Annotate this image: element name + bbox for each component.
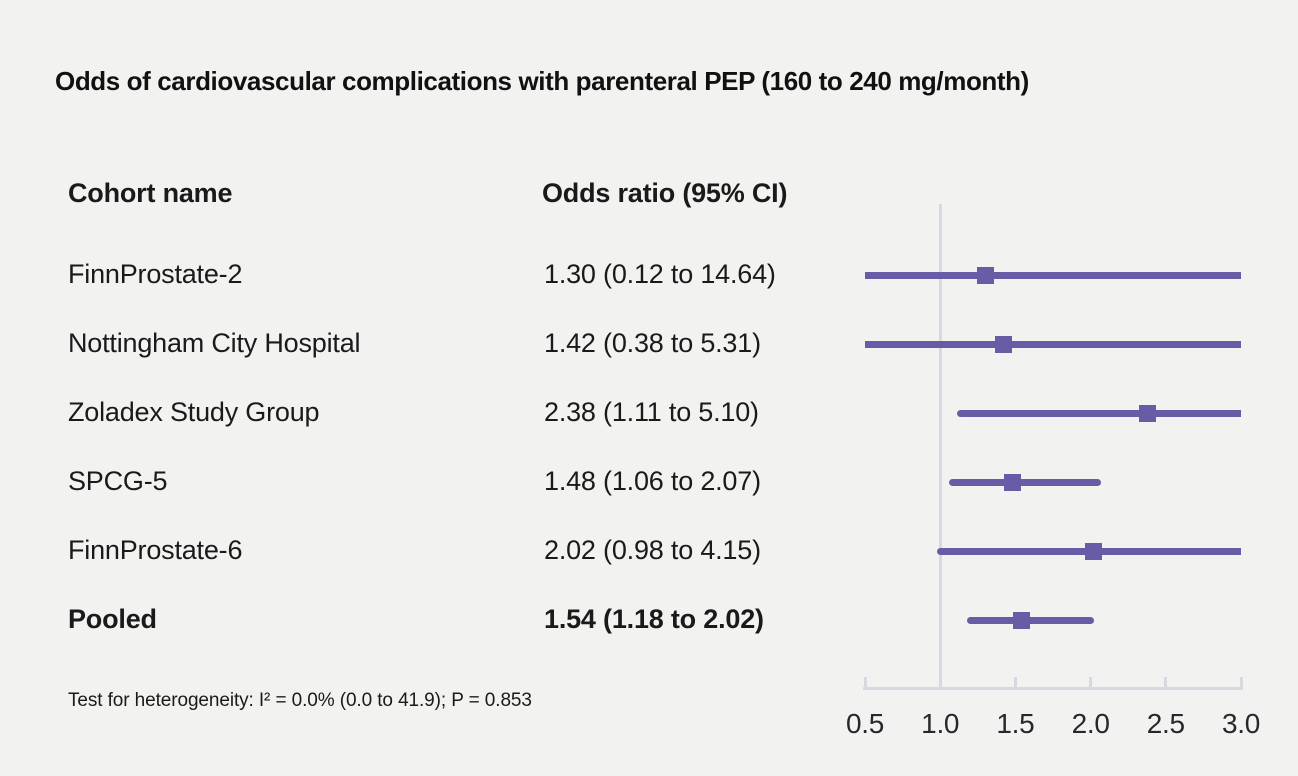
x-axis-tick-label: 1.5	[996, 708, 1035, 739]
reference-line-or-1	[938, 204, 942, 690]
x-axis-tick-label: 2.0	[1071, 708, 1110, 739]
table-row: Zoladex Study Group 2.38 (1.11 to 5.10)	[0, 397, 860, 431]
odds-ratio-value: 1.48 (1.06 to 2.07)	[544, 466, 761, 496]
pooled-estimate-marker	[1012, 611, 1030, 629]
x-axis-tick	[1013, 677, 1017, 687]
table-row: FinnProstate-6 2.02 (0.98 to 4.15)	[0, 535, 860, 569]
column-header-odds-ratio: Odds ratio (95% CI)	[542, 178, 788, 208]
estimate-marker	[1085, 542, 1103, 560]
chart-title: Odds of cardiovascular complications wit…	[55, 66, 1029, 96]
x-axis-tick	[1164, 677, 1168, 687]
table-row-pooled: Pooled 1.54 (1.18 to 2.02)	[0, 604, 860, 638]
confidence-interval-bar	[956, 409, 1241, 417]
estimate-marker	[994, 335, 1012, 353]
odds-ratio-value: 1.42 (0.38 to 5.31)	[544, 328, 761, 358]
estimate-marker	[976, 266, 994, 284]
x-axis-tick-label: 3.0	[1221, 708, 1261, 739]
x-axis-tick-label: 2.5	[1146, 708, 1185, 739]
cohort-name: FinnProstate-2	[68, 259, 243, 289]
cohort-name: SPCG-5	[68, 466, 168, 496]
x-axis-tick	[938, 677, 942, 687]
cohort-name: Nottingham City Hospital	[68, 328, 361, 358]
table-row: SPCG-5 1.48 (1.06 to 2.07)	[0, 466, 860, 500]
estimate-marker	[1003, 473, 1021, 491]
x-axis-tick-label: 1.0	[921, 708, 960, 739]
odds-ratio-value: 2.02 (0.98 to 4.15)	[544, 535, 761, 565]
x-axis-tick	[863, 677, 867, 687]
x-axis-tick	[1089, 677, 1093, 687]
x-axis-line	[863, 687, 1243, 690]
odds-ratio-value: 1.54 (1.18 to 2.02)	[544, 604, 764, 634]
heterogeneity-footnote: Test for heterogeneity: I² = 0.0% (0.0 t…	[68, 690, 532, 711]
cohort-name: Pooled	[68, 604, 157, 634]
table-row: FinnProstate-2 1.30 (0.12 to 14.64)	[0, 259, 860, 293]
x-axis-tick-label: 0.5	[845, 708, 885, 739]
confidence-interval-bar	[865, 340, 1241, 348]
estimate-marker	[1139, 404, 1157, 422]
confidence-interval-bar	[967, 616, 1094, 624]
cohort-name: FinnProstate-6	[68, 535, 243, 565]
confidence-interval-bar	[949, 478, 1102, 486]
column-header-cohort-name: Cohort name	[68, 178, 233, 208]
table-row: Nottingham City Hospital 1.42 (0.38 to 5…	[0, 328, 860, 362]
odds-ratio-value: 2.38 (1.11 to 5.10)	[544, 397, 759, 427]
odds-ratio-value: 1.30 (0.12 to 14.64)	[544, 259, 776, 289]
x-axis-tick	[1239, 677, 1243, 687]
cohort-name: Zoladex Study Group	[68, 397, 320, 427]
confidence-interval-bar	[865, 271, 1241, 279]
